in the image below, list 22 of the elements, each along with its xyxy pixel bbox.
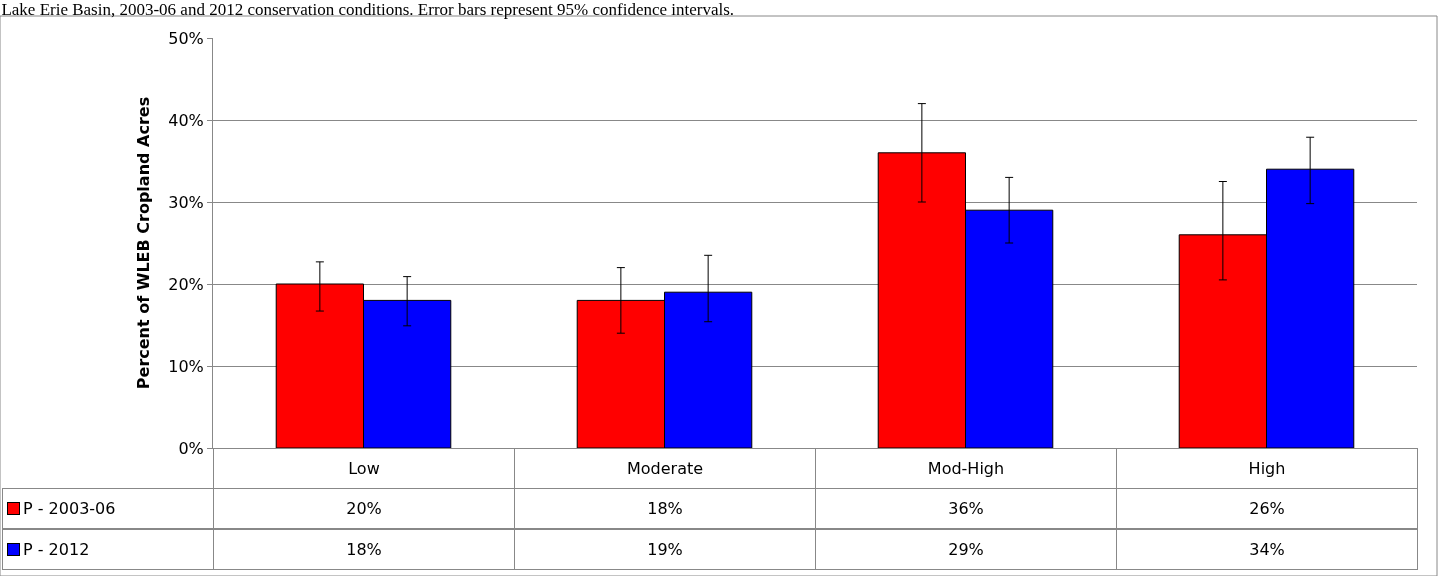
x-tick-label: High xyxy=(1116,448,1418,489)
x-tick-label: Low xyxy=(213,448,515,489)
y-tick-label: 50% xyxy=(168,28,204,48)
legend-label: P - 2012 xyxy=(23,540,90,559)
data-label: 26% xyxy=(1116,488,1418,529)
x-tick-label: Moderate xyxy=(514,448,816,489)
y-tick-label: 0% xyxy=(178,438,204,458)
data-label: 18% xyxy=(213,529,515,570)
data-label: 34% xyxy=(1116,529,1418,570)
data-label: 18% xyxy=(514,488,816,529)
x-tick-label: Mod-High xyxy=(815,448,1117,489)
y-tick-label: 10% xyxy=(168,356,204,376)
legend-label: P - 2003-06 xyxy=(23,499,116,518)
data-label: 20% xyxy=(213,488,515,529)
data-label: 36% xyxy=(815,488,1117,529)
chart-title: Lake Erie Basin, 2003-06 and 2012 conservation conditions. Error bars represent 95% confidence intervals. xyxy=(1,0,735,19)
y-tick-label: 40% xyxy=(168,110,204,130)
data-label: 29% xyxy=(815,529,1117,570)
y-tick-label: 20% xyxy=(168,274,204,294)
y-axis-title: Percent of WLEB Cropland Acres xyxy=(134,96,154,390)
data-label: 19% xyxy=(514,529,816,570)
y-tick-label: 30% xyxy=(168,192,204,212)
